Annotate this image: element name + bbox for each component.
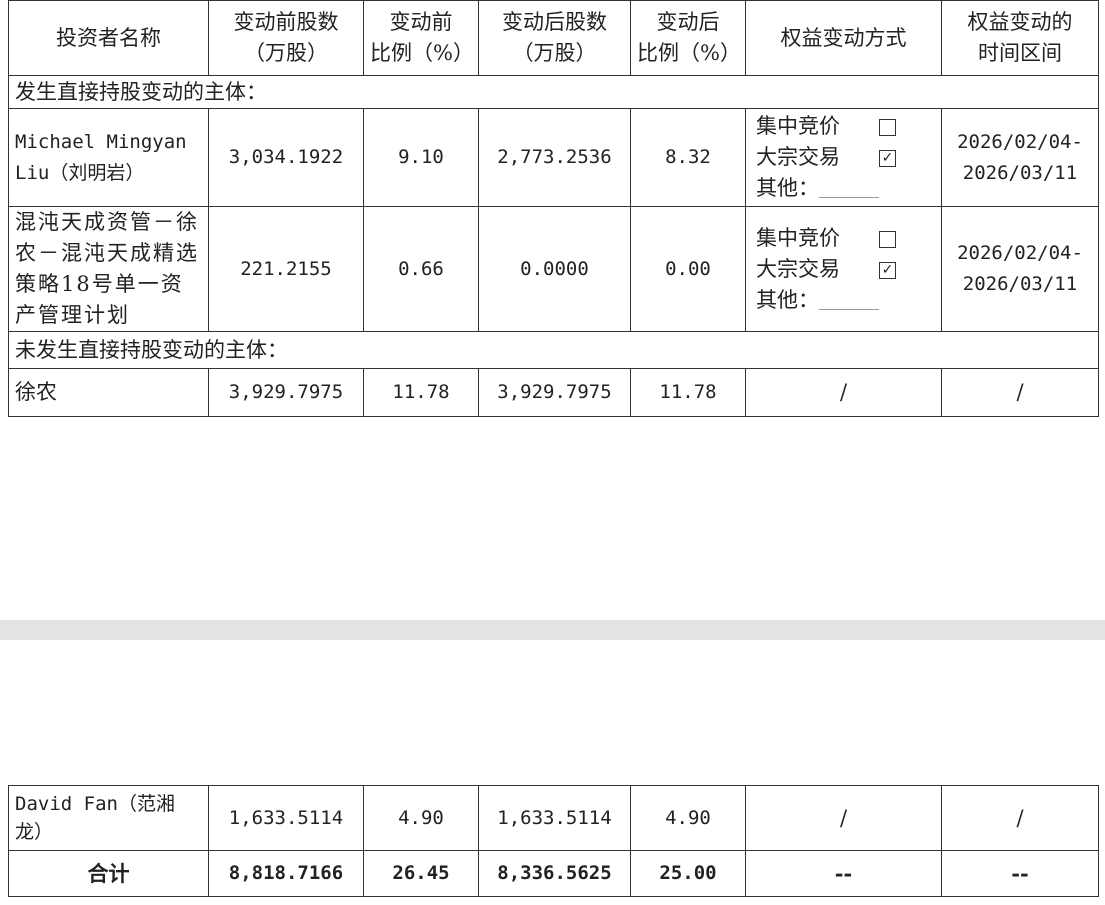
- header-text: （万股）: [244, 41, 328, 65]
- checkbox-block: ✓: [879, 261, 896, 279]
- checkbox-bidding: [879, 230, 896, 248]
- method-block-label: 大宗交易: [756, 256, 840, 281]
- change-method: 集中竞价 大宗交易 ✓ 其他：: [745, 206, 942, 332]
- header-text: 变动前: [389, 10, 453, 34]
- header-investor: 投资者名称: [8, 0, 209, 76]
- header-text: （万股）: [512, 41, 597, 65]
- table-row: David Fan（范湘龙） 1,633.5114 4.90 1,633.511…: [8, 785, 1099, 851]
- method-bidding-label: 集中竞价: [756, 114, 840, 138]
- table-row: Michael Mingyan Liu（刘明岩） 3,034.1922 9.10…: [8, 108, 1099, 207]
- header-text: 比例（%）: [637, 41, 741, 65]
- total-period: --: [941, 850, 1099, 897]
- period: 2026/02/04-2026/03/11: [941, 108, 1099, 207]
- header-text: 变动后股数: [502, 10, 607, 34]
- header-after-shares: 变动后股数 （万股）: [478, 0, 631, 76]
- section-direct: 发生直接持股变动的主体：: [8, 75, 1099, 109]
- before-pct: 9.10: [363, 108, 479, 207]
- before-shares: 221.2155: [208, 206, 364, 332]
- before-shares: 1,633.5114: [208, 785, 364, 851]
- after-pct: 4.90: [630, 785, 746, 851]
- total-label: 合计: [8, 850, 209, 897]
- header-after-pct: 变动后比例（%）: [630, 0, 746, 76]
- header-text: 时间区间: [978, 41, 1062, 65]
- investor-name: 徐农: [8, 368, 209, 417]
- investor-name: David Fan（范湘龙）: [8, 785, 209, 851]
- checkbox-bidding: [879, 119, 896, 136]
- header-period: 权益变动的 时间区间: [941, 0, 1099, 76]
- header-text: 比例（%）: [370, 41, 474, 65]
- before-pct: 11.78: [363, 368, 479, 417]
- period: 2026/02/04-2026/03/11: [941, 206, 1099, 332]
- before-pct: 4.90: [363, 785, 479, 851]
- header-text: 权益变动的: [967, 10, 1073, 34]
- after-pct: 8.32: [630, 108, 746, 207]
- after-shares: 2,773.2536: [478, 108, 631, 207]
- method-block-label: 大宗交易: [756, 145, 840, 169]
- period: /: [941, 368, 1099, 417]
- investor-name: Michael Mingyan Liu（刘明岩）: [8, 108, 209, 207]
- section-indirect: 未发生直接持股变动的主体：: [8, 331, 1099, 369]
- before-pct: 0.66: [363, 206, 479, 332]
- total-row: 合计 8,818.7166 26.45 8,336.5625 25.00 -- …: [8, 850, 1099, 897]
- total-after-pct: 25.00: [630, 850, 746, 897]
- method-other-label: 其他：: [756, 176, 819, 200]
- header-method: 权益变动方式: [745, 0, 942, 76]
- total-method: --: [745, 850, 942, 897]
- after-shares: 1,633.5114: [478, 785, 631, 851]
- table-row: 徐农 3,929.7975 11.78 3,929.7975 11.78 / /: [8, 368, 1099, 417]
- other-blank: [819, 285, 879, 310]
- header-text: 变动前股数: [233, 10, 339, 34]
- table-row: 混沌天成资管－徐农－混沌天成精选策略18号单一资产管理计划 221.2155 0…: [8, 206, 1099, 332]
- total-after-shares: 8,336.5625: [478, 850, 631, 897]
- header-before-pct: 变动前比例（%）: [363, 0, 479, 76]
- header-row: 投资者名称 变动前股数 （万股） 变动前比例（%） 变动后股数 （万股） 变动后比例…: [8, 0, 1099, 76]
- before-shares: 3,929.7975: [208, 368, 364, 417]
- after-shares: 0.0000: [478, 206, 631, 332]
- investor-name: 混沌天成资管－徐农－混沌天成精选策略18号单一资产管理计划: [8, 206, 209, 332]
- header-text: 变动后: [656, 10, 720, 34]
- page-divider: [0, 620, 1105, 640]
- change-method: /: [745, 785, 942, 851]
- method-bidding-label: 集中竞价: [756, 225, 840, 250]
- shareholding-change-table-continued: David Fan（范湘龙） 1,633.5114 4.90 1,633.511…: [8, 785, 1099, 897]
- after-pct: 0.00: [630, 206, 746, 332]
- method-other-label: 其他：: [756, 287, 819, 312]
- total-before-shares: 8,818.7166: [208, 850, 364, 897]
- header-before-shares: 变动前股数 （万股）: [208, 0, 364, 76]
- change-method: 集中竞价 大宗交易 ✓ 其他：: [745, 108, 942, 207]
- before-shares: 3,034.1922: [208, 108, 364, 207]
- checkbox-block: ✓: [879, 150, 896, 167]
- after-shares: 3,929.7975: [478, 368, 631, 417]
- total-before-pct: 26.45: [363, 850, 479, 897]
- other-blank: [819, 173, 879, 198]
- change-method: /: [745, 368, 942, 417]
- shareholding-change-table: 投资者名称 变动前股数 （万股） 变动前比例（%） 变动后股数 （万股） 变动后比例…: [8, 0, 1099, 417]
- after-pct: 11.78: [630, 368, 746, 417]
- period: /: [941, 785, 1099, 851]
